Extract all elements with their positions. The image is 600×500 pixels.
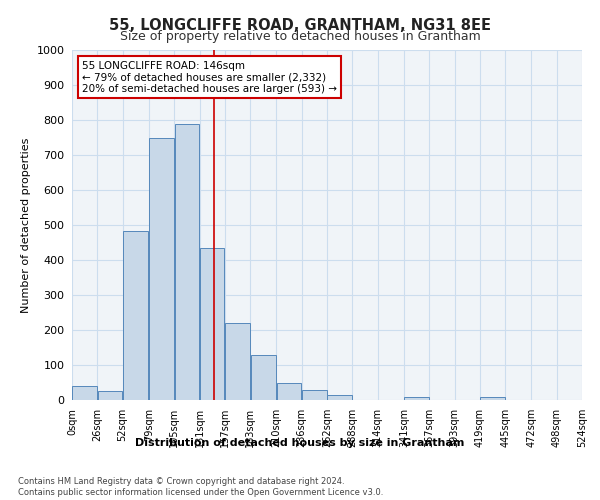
Bar — [149, 138, 174, 400]
Text: 55 LONGCLIFFE ROAD: 146sqm
← 79% of detached houses are smaller (2,332)
20% of s: 55 LONGCLIFFE ROAD: 146sqm ← 79% of deta… — [82, 60, 337, 94]
Text: 55, LONGCLIFFE ROAD, GRANTHAM, NG31 8EE: 55, LONGCLIFFE ROAD, GRANTHAM, NG31 8EE — [109, 18, 491, 32]
Bar — [200, 248, 224, 400]
Text: Distribution of detached houses by size in Grantham: Distribution of detached houses by size … — [136, 438, 464, 448]
Bar — [328, 395, 352, 400]
Bar — [123, 231, 148, 400]
Bar — [302, 390, 326, 400]
Bar — [225, 323, 250, 400]
Bar — [277, 382, 301, 400]
Y-axis label: Number of detached properties: Number of detached properties — [21, 138, 31, 312]
Bar — [480, 397, 505, 400]
Bar — [404, 397, 429, 400]
Text: Size of property relative to detached houses in Grantham: Size of property relative to detached ho… — [119, 30, 481, 43]
Bar — [98, 391, 122, 400]
Bar — [175, 124, 199, 400]
Text: Contains HM Land Registry data © Crown copyright and database right 2024.
Contai: Contains HM Land Registry data © Crown c… — [18, 478, 383, 497]
Bar — [251, 355, 276, 400]
Bar — [73, 386, 97, 400]
